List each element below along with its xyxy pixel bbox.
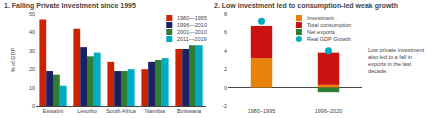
svg-text:10: 10 bbox=[29, 85, 35, 91]
svg-text:Lesotho: Lesotho bbox=[77, 108, 97, 114]
svg-text:1980–1995: 1980–1995 bbox=[248, 108, 276, 114]
svg-text:40: 40 bbox=[29, 29, 35, 35]
svg-text:30: 30 bbox=[29, 48, 35, 54]
svg-text:1996—2010: 1996—2010 bbox=[177, 22, 207, 28]
svg-text:South Africa: South Africa bbox=[106, 108, 137, 114]
svg-text:1996–2020: 1996–2020 bbox=[315, 108, 343, 114]
svg-text:4: 4 bbox=[224, 48, 227, 54]
svg-text:Namibia: Namibia bbox=[145, 108, 166, 114]
svg-text:Low private investmentalso led: Low private investmentalso led to a fall… bbox=[368, 47, 425, 74]
svg-text:2. Low investment led to consu: 2. Low investment led to consumption-led… bbox=[214, 2, 398, 10]
svg-text:6: 6 bbox=[224, 29, 227, 35]
svg-text:2001—2010: 2001—2010 bbox=[177, 29, 207, 35]
svg-text:Investment: Investment bbox=[307, 15, 334, 21]
svg-text:0: 0 bbox=[32, 103, 35, 109]
svg-text:Real GDP Growth: Real GDP Growth bbox=[307, 36, 351, 42]
svg-text:Total consumption: Total consumption bbox=[307, 22, 351, 28]
svg-text:50: 50 bbox=[29, 11, 35, 17]
svg-text:Eswatini: Eswatini bbox=[43, 108, 63, 114]
svg-text:2011—2019: 2011—2019 bbox=[177, 36, 207, 42]
svg-text:2: 2 bbox=[224, 66, 227, 72]
svg-text:8: 8 bbox=[224, 11, 227, 17]
svg-text:Net exports: Net exports bbox=[307, 29, 335, 35]
svg-text:1. Falling Private Investment: 1. Falling Private Investment since 1995 bbox=[4, 2, 136, 10]
svg-text:% of GDP: % of GDP bbox=[10, 47, 16, 72]
svg-text:-2: -2 bbox=[222, 103, 227, 109]
svg-text:1980—1995: 1980—1995 bbox=[177, 15, 207, 21]
svg-text:Botswana: Botswana bbox=[177, 108, 202, 114]
svg-text:20: 20 bbox=[29, 66, 35, 72]
svg-text:0: 0 bbox=[224, 85, 227, 91]
